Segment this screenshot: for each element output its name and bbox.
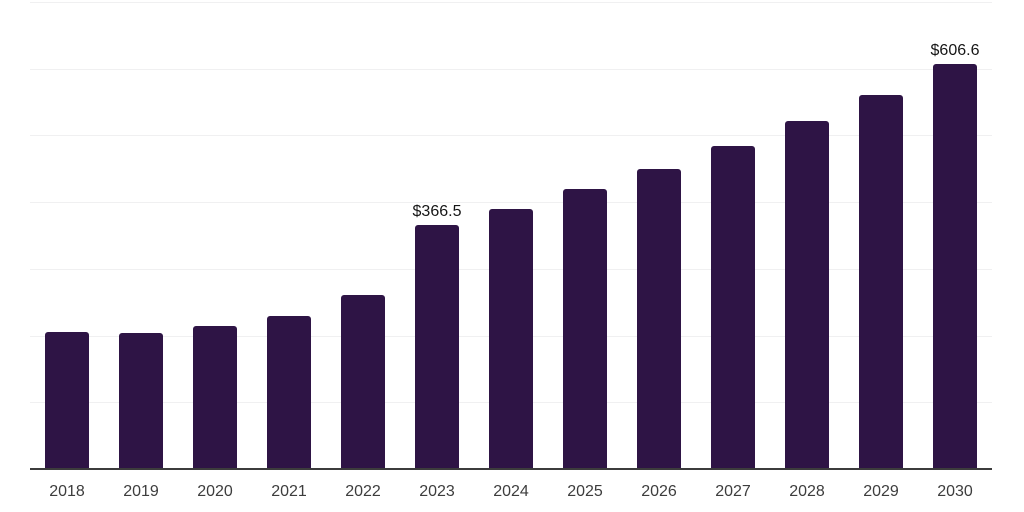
bar-slot-2019 [104,2,178,469]
x-axis-line [30,468,992,470]
bar-2019 [119,332,163,469]
plot-area: $366.5 $606.6 [30,2,992,469]
x-tick-2020: 2020 [197,483,233,500]
bar-2018 [45,332,89,469]
bar-slot-2021 [252,2,326,469]
x-tick-2019: 2019 [123,483,159,500]
gridline-700 [30,2,992,3]
bar-2028 [785,121,829,469]
x-tick-2026: 2026 [641,483,677,500]
x-tick-2021: 2021 [271,483,307,500]
gridline-500 [30,135,992,137]
bar-slot-2022 [326,2,400,469]
x-tick-2028: 2028 [789,483,825,500]
bar-2030 [933,64,977,469]
bar-slot-2029 [844,2,918,469]
bar-slot-2026 [622,2,696,469]
bar-series: $366.5 $606.6 [30,2,992,469]
value-label-2023: $366.5 [412,202,462,220]
bar-2025 [563,189,607,469]
bar-2021 [267,316,311,469]
bar-2026 [637,169,681,469]
bar-2023 [415,224,459,469]
gridline-600 [30,68,992,70]
bar-slot-2030: $606.6 [918,2,992,469]
bar-slot-2020 [178,2,252,469]
bar-slot-2025 [548,2,622,469]
gridline-400 [30,202,992,204]
bar-2024 [489,208,533,469]
bar-slot-2028 [770,2,844,469]
x-tick-2022: 2022 [345,483,381,500]
bar-2022 [341,294,385,469]
x-tick-2025: 2025 [567,483,603,500]
bar-slot-2027 [696,2,770,469]
bar-2020 [193,325,237,469]
x-tick-2024: 2024 [493,483,529,500]
x-tick-2029: 2029 [863,483,899,500]
bar-slot-2024 [474,2,548,469]
bar-2027 [711,146,755,469]
value-label-2030: $606.6 [930,42,980,60]
x-tick-2027: 2027 [715,483,751,500]
x-axis-tick-labels: 2018 2019 2020 2021 2022 2023 2024 2025 2026 2027… [30,482,992,502]
bar-2029 [859,94,903,469]
x-tick-2018: 2018 [49,483,85,500]
x-tick-2023: 2023 [419,483,455,500]
x-tick-2030: 2030 [937,483,973,500]
bar-slot-2018 [30,2,104,469]
bar-slot-2023: $366.5 [400,2,474,469]
